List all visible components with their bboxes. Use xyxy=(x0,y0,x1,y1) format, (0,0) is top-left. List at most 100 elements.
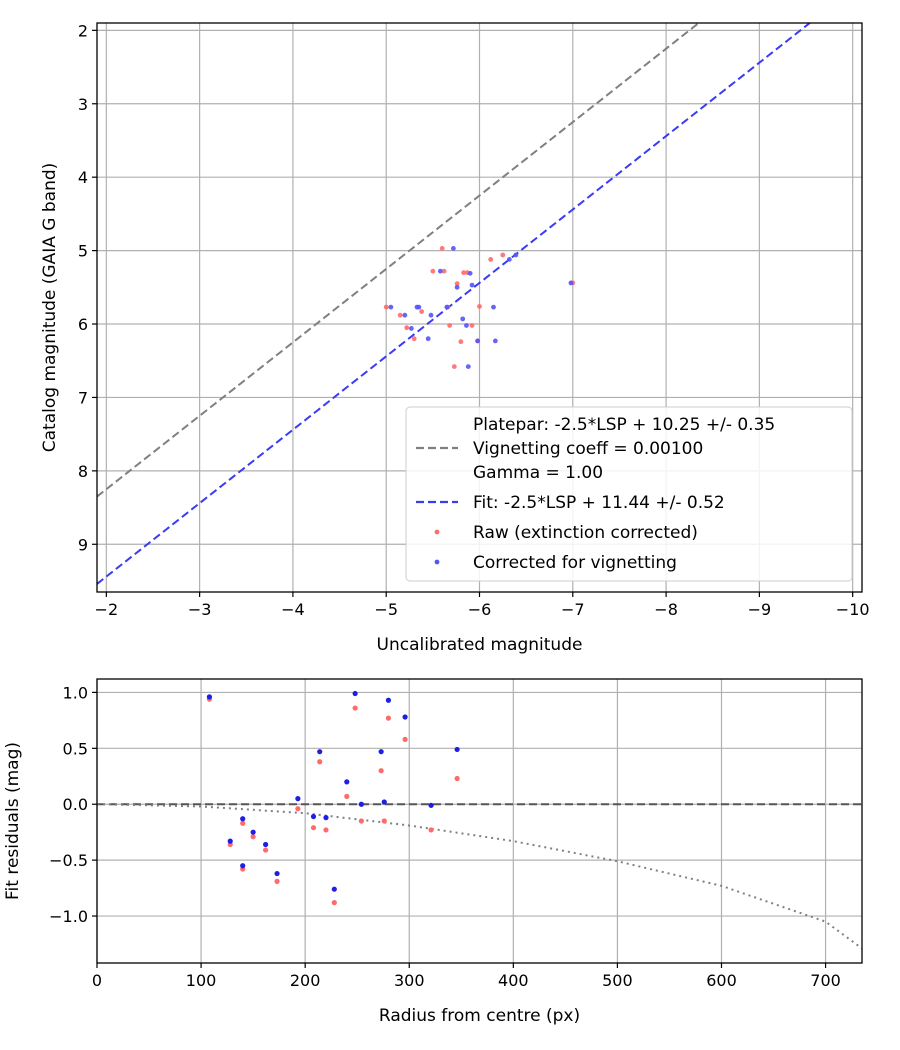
top-plot-x-tick-label: −4 xyxy=(281,600,305,619)
top-plot-x-tick-label: −6 xyxy=(468,600,492,619)
raw-residual-point xyxy=(250,834,256,840)
bottom-plot-y-tick-label: −0.5 xyxy=(49,851,88,870)
corrected-point xyxy=(402,312,408,318)
corrected-residual-point xyxy=(240,816,246,822)
legend-corrected-marker xyxy=(434,559,440,565)
bottom-plot-x-tick-label: 200 xyxy=(290,971,321,990)
corrected-point xyxy=(513,252,519,258)
legend-fit-label: Fit: -2.5*LSP + 11.44 +/- 0.52 xyxy=(473,493,725,513)
raw-residual-point xyxy=(344,793,350,800)
bottom-plot-x-tick-label: 0 xyxy=(92,971,102,990)
raw-point xyxy=(458,339,464,345)
raw-point xyxy=(488,257,494,262)
corrected-point xyxy=(506,257,512,262)
raw-residual-point xyxy=(310,825,317,831)
residuals-plot: 0 100 200 300 400 500 600 7001.00.50.0−0.5−1.0 … xyxy=(3,678,863,1026)
raw-residual-point xyxy=(295,806,301,812)
raw-residual-point xyxy=(454,775,460,782)
top-plot-x-tick-label: −7 xyxy=(561,600,585,619)
corrected-point xyxy=(450,245,456,251)
raw-residual-point xyxy=(352,705,358,711)
top-plot-y-axis-label: Catalog magnitude (GAIA G band) xyxy=(40,163,60,453)
corrected-point xyxy=(460,316,466,322)
legend-raw-label: Raw (extinction corrected) xyxy=(473,523,698,543)
raw-point xyxy=(383,304,389,310)
bottom-plot-x-tick-label: 400 xyxy=(498,971,529,990)
top-plot-lines xyxy=(97,23,812,585)
platepar-line xyxy=(97,23,701,498)
corrected-point xyxy=(492,338,498,344)
raw-residual-point xyxy=(263,847,269,853)
raw-residual-point xyxy=(323,827,329,833)
corrected-residual-point xyxy=(227,838,233,844)
corrected-point xyxy=(437,268,443,274)
fit-line xyxy=(97,23,812,585)
corrected-residual-point xyxy=(250,829,256,835)
raw-residual-point xyxy=(331,900,337,906)
corrected-point xyxy=(475,338,481,344)
top-plot-y-tick-label: 2 xyxy=(78,21,88,40)
raw-point xyxy=(397,312,403,318)
corrected-point xyxy=(465,364,471,370)
top-plot-x-tick-label: −10 xyxy=(836,600,870,619)
corrected-point xyxy=(464,323,469,328)
corrected-residual-point xyxy=(381,799,387,805)
raw-residual-point xyxy=(402,736,408,742)
raw-point xyxy=(441,268,447,274)
corrected-residual-point xyxy=(263,841,269,848)
bottom-plot-x-tick-label: 700 xyxy=(810,971,841,990)
corrected-residual-point xyxy=(323,815,329,821)
legend: Platepar: -2.5*LSP + 10.25 +/- 0.35 Vign… xyxy=(405,406,853,582)
raw-residual-point xyxy=(381,818,387,824)
corrected-point xyxy=(416,304,422,310)
raw-point xyxy=(419,309,425,314)
bottom-plot-y-tick-label: 1.0 xyxy=(63,683,88,702)
bottom-plot-points xyxy=(206,690,460,906)
corrected-residual-point xyxy=(428,802,434,808)
legend-platepar-label: Platepar: -2.5*LSP + 10.25 +/- 0.35 xyxy=(473,415,775,435)
bottom-plot-y-axis-label: Fit residuals (mag) xyxy=(3,742,23,900)
raw-point xyxy=(451,364,457,370)
corrected-point xyxy=(408,326,414,331)
top-plot-y-tick-label: 4 xyxy=(78,168,88,187)
raw-point xyxy=(500,252,506,258)
legend-corrected-label: Corrected for vignetting xyxy=(473,553,677,573)
bottom-plot-y-tick-label: −1.0 xyxy=(49,907,88,926)
bottom-plot-lines xyxy=(97,803,862,950)
corrected-residual-point xyxy=(385,697,392,703)
corrected-residual-point xyxy=(358,801,364,807)
bottom-plot-x-tick-label: 300 xyxy=(394,971,425,990)
corrected-point xyxy=(444,304,450,310)
raw-residual-point xyxy=(358,818,364,824)
raw-residual-point xyxy=(385,715,392,721)
raw-residual-point xyxy=(378,768,384,774)
corrected-residual-point xyxy=(331,886,337,892)
top-plot-x-tick-label: −2 xyxy=(95,600,119,619)
corrected-point xyxy=(467,270,473,276)
top-plot-x-tick-label: −8 xyxy=(654,600,678,619)
top-plot-x-tick-label: −5 xyxy=(374,600,398,619)
bottom-plot-x-tick-label: 500 xyxy=(602,971,633,990)
corrected-point xyxy=(568,280,574,286)
bottom-plot-y-tick-label: 0.5 xyxy=(63,739,88,758)
corrected-point xyxy=(469,282,475,288)
legend-gamma-label: Gamma = 1.00 xyxy=(473,463,603,483)
top-plot-points xyxy=(383,245,576,370)
raw-point xyxy=(439,245,445,251)
raw-residual-point xyxy=(274,878,280,884)
corrected-residual-point xyxy=(352,690,358,697)
bottom-plot-x-axis-label: Radius from centre (px) xyxy=(379,1006,580,1026)
raw-point xyxy=(454,281,460,287)
top-plot-y-tick-label: 5 xyxy=(78,242,88,261)
top-plot-x-tick-label: −9 xyxy=(748,600,772,619)
raw-point xyxy=(447,323,453,328)
vignetting-curve xyxy=(97,803,862,950)
top-plot-y-tick-label: 3 xyxy=(78,95,88,114)
bottom-plot-grid xyxy=(96,679,862,963)
corrected-residual-point xyxy=(274,870,280,877)
top-plot-x-axis-label: Uncalibrated magnitude xyxy=(377,635,583,655)
corrected-residual-point xyxy=(295,796,301,802)
legend-box xyxy=(405,406,853,582)
corrected-point xyxy=(491,304,496,310)
